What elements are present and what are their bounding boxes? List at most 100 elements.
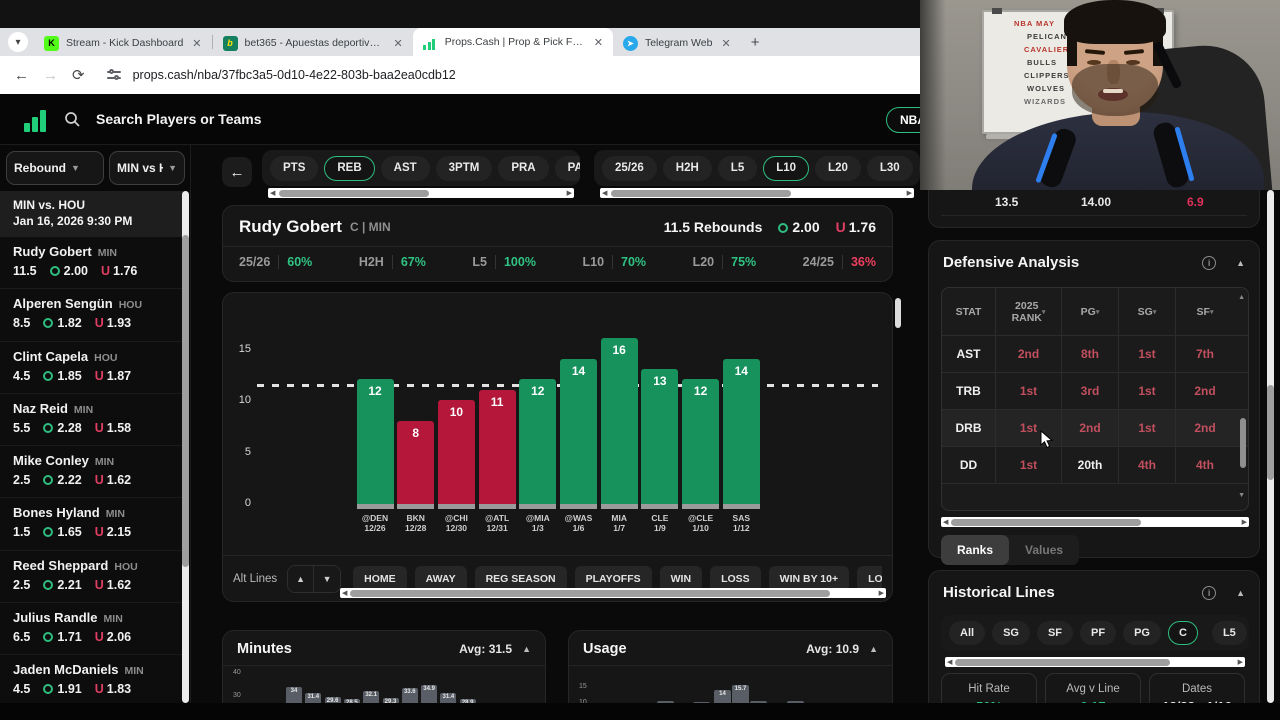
player-row[interactable]: Naz Reid MIN 5.5 2.28 U 1.58 (0, 393, 183, 447)
historical-pill-pg[interactable]: PG (1123, 621, 1161, 645)
scroll-right-icon[interactable]: ▶ (878, 590, 884, 597)
scroll-left-icon[interactable]: ◀ (947, 659, 953, 666)
scrollbar-thumb[interactable] (951, 518, 1141, 526)
sort-icon[interactable]: ▾ (1041, 308, 1046, 316)
search-input[interactable]: Search Players or Teams (96, 111, 262, 127)
under-odds[interactable]: U 1.62 (94, 577, 132, 592)
under-odds[interactable]: U 1.87 (94, 368, 132, 383)
stat-tabs-scrollbar[interactable]: ◀ ▶ (268, 188, 574, 198)
game-header[interactable]: MIN vs. HOU Jan 16, 2026 9:30 PM (0, 191, 183, 237)
over-odds[interactable]: 1.91 (43, 682, 82, 696)
prop-type-dropdown[interactable]: Rebound ▼ (6, 151, 104, 185)
over-odds[interactable]: 2.00 (778, 219, 820, 235)
player-row[interactable]: Clint Capela HOU 4.5 1.85 U 1.87 (0, 341, 183, 394)
page-scrollbar[interactable] (1267, 190, 1274, 703)
over-odds[interactable]: 2.28 (43, 421, 82, 435)
tab-search-button[interactable]: ▾ (8, 32, 28, 52)
table-scrollbar-thumb[interactable] (1240, 418, 1246, 468)
browser-tab[interactable]: b bet365 - Apuestas deportivas e ✕ (213, 30, 413, 56)
table-row-ast[interactable]: AST 2nd 8th 1st 7th (942, 336, 1248, 373)
tab-close-icon[interactable]: ✕ (721, 37, 731, 50)
scroll-right-icon[interactable]: ▶ (906, 190, 912, 197)
line-up-button[interactable]: ▲ (288, 565, 315, 592)
propscash-logo-icon[interactable] (24, 106, 50, 132)
scroll-left-icon[interactable]: ◀ (943, 519, 949, 526)
browser-tab[interactable]: K Stream - Kick Dashboard ✕ (34, 30, 212, 56)
under-odds[interactable]: U 1.76 (100, 264, 138, 278)
game-filter-playoffs[interactable]: PLAYOFFS (574, 565, 652, 592)
scroll-left-icon[interactable]: ◀ (342, 590, 348, 597)
period-tab-h2h[interactable]: H2H (662, 155, 712, 181)
stat-tab-reb[interactable]: REB (324, 155, 375, 181)
search-bar[interactable]: Search Players or Teams (64, 106, 262, 132)
address-bar[interactable]: props.cash/nba/37fbc3a5-0d10-4e22-803b-b… (132, 68, 456, 82)
player-row[interactable]: Bones Hyland MIN 1.5 1.65 U 2.15 (0, 498, 183, 551)
game-filter-home[interactable]: HOME (353, 565, 407, 592)
under-odds[interactable]: U 1.58 (94, 420, 132, 435)
stat-tab-pa[interactable]: PA (554, 155, 580, 181)
scrollbar-thumb[interactable] (611, 189, 791, 197)
chevron-up-icon[interactable]: ▲ (522, 644, 531, 654)
back-button[interactable]: ← (222, 157, 252, 187)
table-row-trb[interactable]: TRB 1st 3rd 1st 2nd (942, 373, 1248, 410)
historical-pill-sg[interactable]: SG (992, 621, 1030, 645)
over-odds[interactable]: 2.22 (43, 473, 82, 487)
period-tab-l10[interactable]: L10 (763, 155, 810, 181)
scrollbar-thumb[interactable] (350, 589, 830, 597)
toggle-values[interactable]: Values (1025, 543, 1064, 557)
site-settings-icon[interactable] (106, 69, 121, 81)
over-odds[interactable]: 1.65 (43, 525, 82, 539)
tab-close-icon[interactable]: ✕ (393, 37, 403, 50)
stat-tab-3ptm[interactable]: 3PTM (435, 155, 493, 181)
historical-pill-all[interactable]: All (949, 621, 986, 645)
game-filter-loss[interactable]: LOSS (710, 565, 761, 592)
tab-close-icon[interactable]: ✕ (192, 37, 202, 50)
historical-pills-scrollbar[interactable]: ◀ ▶ (945, 657, 1245, 667)
player-row[interactable]: Rudy Gobert MIN 11.5 2.00 U 1.76 (0, 237, 183, 290)
main-scrollbar-thumb[interactable] (895, 298, 901, 328)
reload-icon[interactable]: ⟳ (72, 67, 85, 84)
tab-close-icon[interactable]: ✕ (593, 36, 603, 49)
over-odds[interactable]: 1.71 (43, 630, 82, 644)
scroll-down-icon[interactable]: ▼ (1238, 492, 1245, 499)
column-header[interactable]: PG ▾ (1062, 288, 1119, 335)
over-odds[interactable]: 2.21 (43, 578, 82, 592)
matchup-dropdown[interactable]: MIN vs H ▼ (109, 151, 185, 185)
stat-tab-pra[interactable]: PRA (498, 155, 549, 181)
scroll-right-icon[interactable]: ▶ (1237, 659, 1243, 666)
period-tab-l5[interactable]: L5 (717, 155, 758, 181)
browser-tab[interactable]: ➤ Telegram Web ✕ (613, 30, 741, 56)
scroll-up-icon[interactable]: ▲ (1238, 294, 1245, 301)
page-scrollbar-thumb[interactable] (1267, 385, 1274, 480)
under-odds[interactable]: U 1.83 (94, 682, 132, 697)
under-odds[interactable]: U 1.62 (94, 473, 132, 488)
line-down-button[interactable]: ▼ (314, 565, 341, 592)
game-filter-loss-by-10-[interactable]: LOSS BY 10+ (857, 565, 882, 592)
column-header[interactable]: SG ▾ (1119, 288, 1176, 335)
game-filter-away[interactable]: AWAY (414, 565, 467, 592)
scrollbar-thumb[interactable] (279, 189, 429, 197)
stat-tab-pts[interactable]: PTS (270, 155, 319, 181)
historical-pill-sf[interactable]: SF (1036, 621, 1074, 645)
historical-pill-l5[interactable]: L5 (1211, 621, 1247, 645)
over-odds[interactable]: 1.82 (43, 316, 82, 330)
new-tab-button[interactable]: + (750, 33, 760, 51)
period-tab-l20[interactable]: L20 (815, 155, 861, 181)
game-filter-win-by-10-[interactable]: WIN BY 10+ (768, 565, 850, 592)
under-odds[interactable]: U 2.15 (94, 525, 132, 540)
scroll-right-icon[interactable]: ▶ (1241, 519, 1247, 526)
back-icon[interactable]: ← (14, 66, 29, 84)
sidebar-scrollbar-thumb[interactable] (182, 235, 189, 567)
chevron-up-icon[interactable]: ▲ (1236, 257, 1245, 268)
historical-pill-c[interactable]: C (1168, 621, 1198, 645)
scroll-right-icon[interactable]: ▶ (566, 190, 572, 197)
over-odds[interactable]: 2.00 (49, 264, 88, 278)
scroll-left-icon[interactable]: ◀ (270, 190, 276, 197)
game-filter-reg-season[interactable]: REG SEASON (474, 565, 567, 592)
scrollbar-thumb[interactable] (955, 658, 1170, 666)
table-row-drb[interactable]: DRB 1st 2nd 1st 2nd (942, 410, 1248, 447)
under-odds[interactable]: U 2.06 (94, 630, 132, 645)
chevron-up-icon[interactable]: ▲ (869, 644, 878, 654)
chevron-up-icon[interactable]: ▲ (1236, 587, 1245, 598)
player-row[interactable]: Reed Sheppard HOU 2.5 2.21 U 1.62 (0, 550, 183, 604)
